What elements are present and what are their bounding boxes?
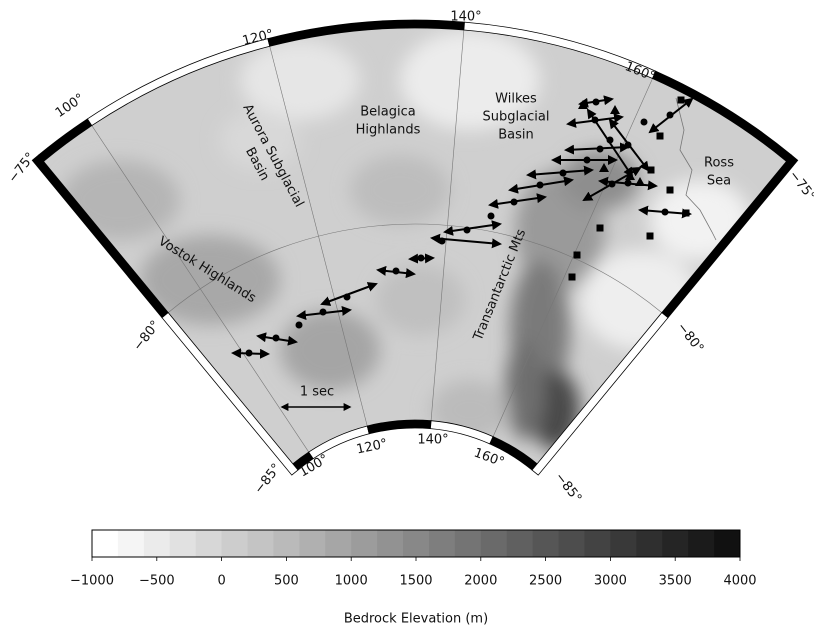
colorbar-tick-label: −500: [139, 574, 175, 589]
shading-blob: [240, 40, 360, 120]
colorbar-cell: [170, 530, 196, 557]
colorbar-cell: [584, 530, 610, 557]
region-label: Highlands: [356, 123, 421, 138]
region-label: Basin: [498, 128, 534, 143]
colorbar-tick-label: 3500: [659, 574, 692, 589]
map: [32, 20, 797, 475]
colorbar-cell: [507, 530, 533, 557]
colorbar-cell: [92, 530, 118, 557]
colorbar-cell: [118, 530, 144, 557]
colorbar-tick-label: −1000: [70, 574, 114, 589]
shading-blob: [280, 310, 380, 390]
lat-label: −80°: [674, 320, 707, 356]
lat-label: −85°: [252, 461, 285, 497]
lon-label: 120°: [355, 436, 389, 457]
station-dot: [560, 170, 567, 177]
station-dot: [667, 112, 674, 119]
station-dot: [609, 181, 616, 188]
station-dot: [273, 335, 280, 342]
station-square: [574, 252, 581, 259]
colorbar-tick-label: 500: [274, 574, 299, 589]
station-square: [647, 233, 654, 240]
station-dot: [625, 142, 632, 149]
shading-blob: [60, 160, 180, 240]
colorbar-cell: [533, 530, 559, 557]
colorbar-cell: [273, 530, 299, 557]
shading-blob: [375, 265, 465, 335]
colorbar-cell: [144, 530, 170, 557]
station-dot: [511, 199, 518, 206]
lat-label: −80°: [131, 318, 164, 354]
station-square: [648, 167, 655, 174]
station-dot: [464, 227, 471, 234]
station-square: [683, 210, 690, 217]
colorbar-cell: [299, 530, 325, 557]
lon-label: 140°: [417, 433, 448, 448]
colorbar-tick-label: 3000: [594, 574, 627, 589]
colorbar-cell: [377, 530, 403, 557]
colorbar-tick-label: 1500: [399, 574, 432, 589]
colorbar-cell: [248, 530, 274, 557]
colorbar-tick-label: 2000: [464, 574, 497, 589]
station-dot: [607, 137, 614, 144]
station-dot: [296, 322, 303, 329]
station-dot: [597, 146, 604, 153]
colorbar-tick-label: 4000: [723, 574, 756, 589]
colorbar: −1000 −500 0 500 1000 1500 2000 2500 3000 3500 400…: [70, 530, 757, 627]
colorbar-cell: [688, 530, 714, 557]
colorbar-cell: [481, 530, 507, 557]
station-dot: [344, 294, 351, 301]
station-dot: [246, 350, 253, 357]
colorbar-cell: [714, 530, 740, 557]
region-label: Ross: [704, 156, 734, 171]
station-dot: [393, 268, 400, 275]
shading-blob: [505, 340, 545, 440]
station-square: [657, 133, 664, 140]
colorbar-cell: [351, 530, 377, 557]
colorbar-tick-label: 2500: [529, 574, 562, 589]
colorbar-tick-label: 1000: [335, 574, 368, 589]
shading-blob: [350, 155, 450, 225]
colorbar-cell: [610, 530, 636, 557]
station-dot: [625, 180, 632, 187]
colorbar-cell: [559, 530, 585, 557]
station-square: [569, 274, 576, 281]
lon-label: 100°: [53, 91, 87, 121]
colorbar-cell: [222, 530, 248, 557]
station-square: [597, 225, 604, 232]
station-dot: [418, 255, 425, 262]
scale-bar-label: 1 sec: [300, 385, 334, 400]
region-label: Sea: [707, 174, 731, 189]
region-label: Subglacial: [483, 110, 550, 125]
station-square: [678, 97, 685, 104]
station-square: [667, 187, 674, 194]
station-dot: [537, 182, 544, 189]
colorbar-cell: [636, 530, 662, 557]
region-label: Wilkes: [495, 92, 537, 107]
region-label: Belagica: [360, 105, 415, 120]
colorbar-cell: [325, 530, 351, 557]
lat-label: −85°: [552, 470, 585, 506]
colorbar-cell: [429, 530, 455, 557]
colorbar-tick-label: 0: [217, 574, 225, 589]
station-dot: [662, 209, 669, 216]
station-dot: [488, 213, 495, 220]
lon-label: 140°: [450, 10, 481, 25]
station-dot: [320, 309, 327, 316]
colorbar-cell: [662, 530, 688, 557]
colorbar-label: Bedrock Elevation (m): [344, 612, 488, 627]
colorbar-cell: [455, 530, 481, 557]
station-dot: [584, 157, 591, 164]
station-dot: [439, 238, 446, 245]
figure: 100° 120° 140° 160° 100° 120° 140° 160° …: [0, 0, 814, 630]
colorbar-cell: [196, 530, 222, 557]
colorbar-cell: [403, 530, 429, 557]
station-dot: [593, 99, 600, 106]
station-dot: [641, 119, 648, 126]
lat-label: −75°: [786, 168, 814, 204]
shading-blob: [650, 180, 750, 260]
lat-label: −75°: [6, 150, 39, 186]
